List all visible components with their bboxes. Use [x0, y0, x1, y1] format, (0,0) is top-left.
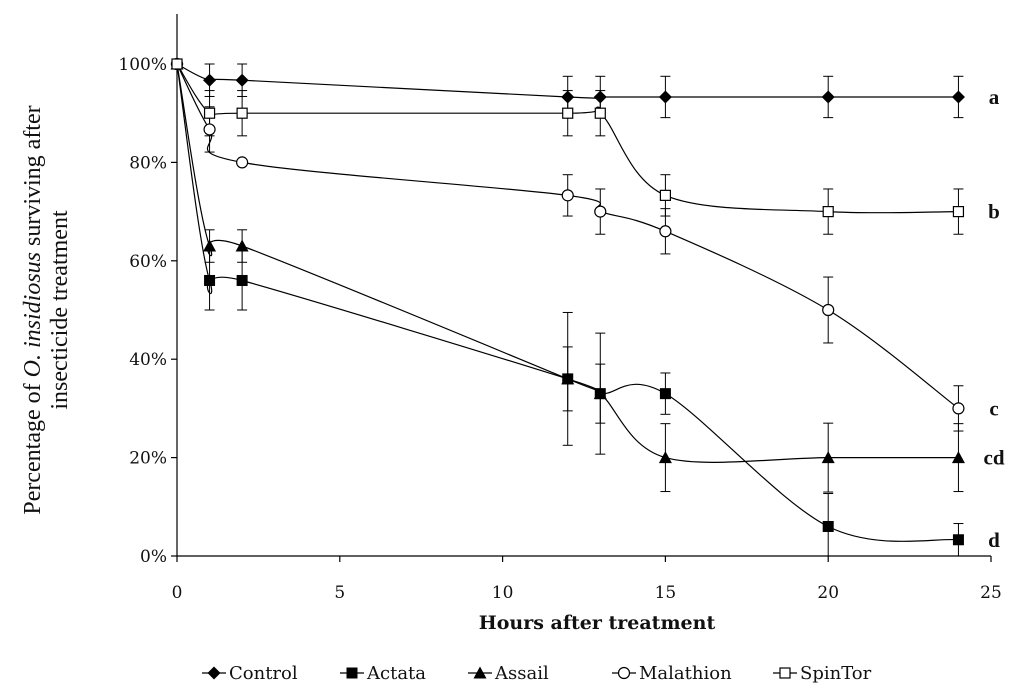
y-axis-title-suffix: surviving after [20, 105, 46, 252]
control-point [593, 90, 607, 104]
x-axis-title: Hours after treatment [479, 612, 716, 634]
axes: 0% 20% 40% 60% 80% 100% 0 5 10 15 20 25 [118, 14, 1002, 603]
actata-point [204, 274, 216, 286]
legend-item-spintor: SpinTor [773, 663, 872, 684]
control-significance-label: a [989, 85, 1000, 109]
malathion-line [176, 63, 959, 409]
y-tick-label: 60% [129, 252, 167, 272]
assail-point [561, 372, 575, 385]
x-tick-label: 15 [655, 583, 677, 603]
spintor-point [659, 189, 672, 201]
legend-item-malathion: Malathion [612, 663, 732, 684]
assail-point [235, 239, 249, 252]
actata-point [952, 534, 964, 546]
legend-marker-control [207, 666, 221, 680]
series-markers [170, 57, 965, 546]
spintor-point [171, 58, 183, 70]
malathion-significance-label: c [989, 396, 998, 420]
legend-label-actata: Actata [366, 663, 426, 684]
x-tick-label: 25 [980, 583, 1002, 603]
spintor-point [562, 107, 574, 119]
malathion-point [594, 205, 607, 218]
spintor-point [952, 206, 965, 218]
spintor-point [822, 206, 834, 218]
legend-item-assail: Assail [468, 663, 549, 684]
legend-marker-malathion [617, 666, 631, 680]
actata-point [659, 388, 671, 400]
y-axis-title-prefix: Percentage of [20, 377, 46, 514]
legend-label-malathion: Malathion [639, 663, 732, 684]
assail-line [176, 63, 959, 463]
legend-label-assail: Assail [494, 663, 549, 684]
spintor-point [594, 107, 606, 119]
assail-significance-label: cd [984, 446, 1005, 470]
y-axis-title: Percentage of O. insidiosus surviving af… [20, 105, 73, 514]
legend-marker-spintor [779, 667, 791, 679]
y-tick-label: 0% [140, 547, 167, 567]
spintor-point [236, 107, 248, 119]
legend-marker-actata [346, 667, 358, 679]
assail-point [951, 451, 965, 464]
control-point [203, 73, 217, 87]
x-tick-label: 0 [172, 583, 183, 603]
malathion-point [203, 123, 216, 136]
control-point [235, 73, 249, 87]
control-point [658, 90, 672, 104]
legend-marker-assail [473, 666, 487, 679]
x-tick-label: 10 [492, 583, 514, 603]
malathion-point [659, 225, 672, 238]
actata-point [822, 520, 834, 532]
control-point [561, 90, 575, 104]
actata-point [236, 274, 248, 286]
spintor-significance-label: b [988, 200, 1000, 224]
error-bars [204, 63, 964, 557]
control-point [951, 90, 965, 104]
spintor-point [203, 107, 216, 119]
malathion-point [236, 156, 249, 169]
legend-label-control: Control [229, 663, 298, 684]
y-tick-label: 40% [129, 350, 167, 370]
y-tick-label: 80% [129, 153, 167, 173]
assail-point [203, 239, 217, 252]
y-axis-title-line2: insecticide treatment [47, 210, 73, 410]
legend: Control Actata Assail Malathion SpinTor [202, 663, 872, 684]
control-point [821, 90, 835, 104]
assail-point [821, 451, 835, 464]
x-tick-label: 5 [334, 583, 345, 603]
assail-point [658, 451, 672, 464]
x-tick-label: 20 [817, 583, 839, 603]
malathion-point [952, 402, 965, 415]
y-axis-title-species: O. insidiosus [20, 252, 46, 377]
malathion-point [561, 189, 574, 202]
y-tick-label: 100% [118, 55, 167, 75]
y-tick-label: 20% [129, 449, 167, 469]
legend-item-actata: Actata [340, 663, 426, 684]
significance-labels: a d cd c b [984, 85, 1005, 552]
legend-item-control: Control [202, 663, 298, 684]
actata-significance-label: d [988, 528, 1000, 552]
assail-point [593, 387, 607, 400]
malathion-point [822, 303, 835, 317]
y-axis-title-line1: Percentage of O. insidiosus surviving af… [20, 105, 46, 514]
legend-label-spintor: SpinTor [800, 663, 872, 684]
